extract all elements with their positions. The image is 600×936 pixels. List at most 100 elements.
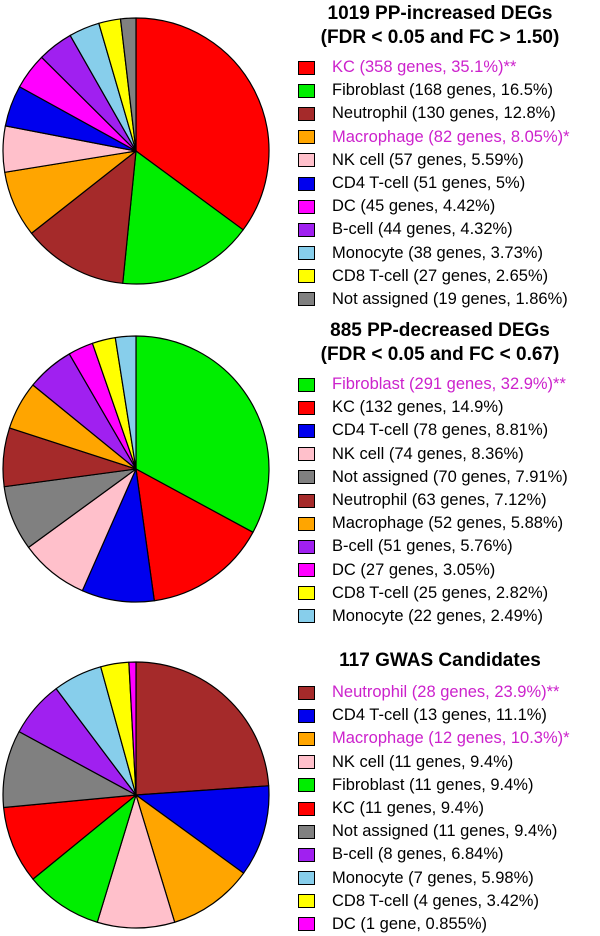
chart-title-line: 1019 PP-increased DEGs [327,3,553,24]
pie-chart [2,661,270,929]
legend-label: Neutrophil (63 genes, 7.12%) [332,491,547,510]
legend-label: Monocyte (7 genes, 5.98%) [332,868,534,887]
chart-title: 117 GWAS Candidates [280,649,600,673]
legend-swatch [298,824,315,839]
chart-title: 1019 PP-increased DEGs (FDR < 0.05 and F… [280,2,600,50]
legend-item: Neutrophil (63 genes, 7.12%) [298,489,568,512]
chart-panel-increased: 1019 PP-increased DEGs (FDR < 0.05 and F… [0,0,600,310]
pie-slice [32,794,137,923]
legend-label: Monocyte (38 genes, 3.73%) [332,243,543,262]
legend-label: KC (358 genes, 35.1%)** [332,58,517,77]
legend-label: KC (11 genes, 9.4%) [332,799,484,818]
chart-title: 885 PP-decreased DEGs (FDR < 0.05 and FC… [280,319,600,367]
legend-swatch [298,871,315,886]
legend-label: B-cell (8 genes, 6.84%) [332,845,504,864]
legend-item: B-cell (8 genes, 6.84%) [298,843,570,866]
legend-swatch [298,685,315,700]
legend-item: Macrophage (52 genes, 5.88%) [298,512,568,535]
legend-swatch [298,586,315,601]
legend-item: Fibroblast (168 genes, 16.5%) [298,79,570,102]
legend-item: Monocyte (7 genes, 5.98%) [298,867,570,890]
pie-slice [135,17,270,231]
legend-item: Fibroblast (11 genes, 9.4%) [298,774,570,797]
legend-item: DC (45 genes, 4.42%) [298,195,570,218]
legend-label: CD4 T-cell (78 genes, 8.81%) [332,421,549,440]
legend-swatch [298,447,315,462]
legend-item: DC (1 gene, 0.855%) [298,913,570,936]
chart-title-line: (FDR < 0.05 and FC > 1.50) [320,27,560,48]
legend-item: B-cell (44 genes, 4.32%) [298,218,570,241]
legend-swatch [298,539,315,554]
pie-slice [128,661,137,796]
legend-label: CD8 T-cell (25 genes, 2.82%) [332,583,549,602]
legend-swatch [298,106,315,121]
legend-item: Macrophage (12 genes, 10.3%)* [298,727,570,750]
legend-label: Macrophage (52 genes, 5.88%) [332,514,564,533]
legend-swatch [298,83,315,98]
legend-swatch [298,423,315,438]
legend-swatch [298,731,315,746]
legend-item: KC (358 genes, 35.1%)** [298,56,570,79]
legend-swatch [298,222,315,237]
legend-item: Not assigned (11 genes, 9.4%) [298,820,570,843]
pie-slice [135,661,270,796]
legend-label: B-cell (44 genes, 4.32%) [332,220,513,239]
legend-item: Not assigned (19 genes, 1.86%) [298,288,570,311]
pie-slice [96,794,176,929]
legend-swatch [298,708,315,723]
legend-item: CD4 T-cell (78 genes, 8.81%) [298,419,568,442]
pie-slice [2,794,137,880]
legend-label: Fibroblast (291 genes, 32.9%)** [332,375,566,394]
legend-swatch [298,377,315,392]
pie-slice [2,731,137,809]
legend-item: Neutrophil (130 genes, 12.8%) [298,102,570,125]
legend-swatch [298,199,315,214]
legend-item: Monocyte (38 genes, 3.73%) [298,242,570,265]
legend-item: CD8 T-cell (4 genes, 3.42%) [298,890,570,913]
legend: Neutrophil (28 genes, 23.9%)** CD4 T-cell… [298,681,570,936]
legend-swatch [298,516,315,531]
legend-item: Fibroblast (291 genes, 32.9%)** [298,373,568,396]
legend-label: CD8 T-cell (4 genes, 3.42%) [332,891,539,910]
legend-swatch [298,269,315,284]
legend-label: KC (132 genes, 14.9%) [332,398,504,417]
legend-label: NK cell (74 genes, 8.36%) [332,444,524,463]
legend-label: Neutrophil (28 genes, 23.9%)** [332,683,560,702]
legend-item: CD4 T-cell (51 genes, 5%) [298,172,570,195]
legend-label: NK cell (11 genes, 9.4%) [332,752,514,771]
legend-item: NK cell (57 genes, 5.59%) [298,149,570,172]
legend: KC (358 genes, 35.1%)** Fibroblast (168 g… [298,56,570,311]
legend-swatch [298,176,315,191]
legend-item: Monocyte (22 genes, 2.49%) [298,605,568,628]
legend-swatch [298,153,315,168]
legend-item: Neutrophil (28 genes, 23.9%)** [298,681,570,704]
legend-swatch [298,60,315,75]
legend-swatch [298,894,315,909]
legend-label: CD4 T-cell (13 genes, 11.1%) [332,706,547,725]
pie-slice [30,150,137,284]
legend-label: DC (1 gene, 0.855%) [332,914,488,933]
legend-swatch [298,801,315,816]
legend-label: CD4 T-cell (51 genes, 5%) [332,174,526,193]
pie-slice [135,468,254,602]
pie-slice [119,17,137,152]
legend-item: KC (132 genes, 14.9%) [298,396,568,419]
legend-label: DC (27 genes, 3.05%) [332,560,496,579]
chart-title-line: 117 GWAS Candidates [339,650,541,671]
chart-panel-decreased: 885 PP-decreased DEGs (FDR < 0.05 and FC… [0,317,600,627]
legend-label: Macrophage (12 genes, 10.3%)* [332,729,570,748]
legend-label: CD8 T-cell (27 genes, 2.65%) [332,266,549,285]
pie-slice [135,335,270,533]
pie-slice [135,785,270,874]
legend-item: B-cell (51 genes, 5.76%) [298,535,568,558]
legend-item: Macrophage (82 genes, 8.05%)* [298,126,570,149]
legend-swatch [298,609,315,624]
legend-label: DC (45 genes, 4.42%) [332,197,496,216]
pie-slice [135,794,245,923]
chart-panel-gwas: 117 GWAS Candidates Neutrophil (28 genes… [0,639,600,933]
legend-item: CD8 T-cell (25 genes, 2.82%) [298,582,568,605]
legend-swatch [298,130,315,145]
legend-label: Fibroblast (11 genes, 9.4%) [332,775,534,794]
legend-item: DC (27 genes, 3.05%) [298,559,568,582]
legend-item: NK cell (11 genes, 9.4%) [298,751,570,774]
